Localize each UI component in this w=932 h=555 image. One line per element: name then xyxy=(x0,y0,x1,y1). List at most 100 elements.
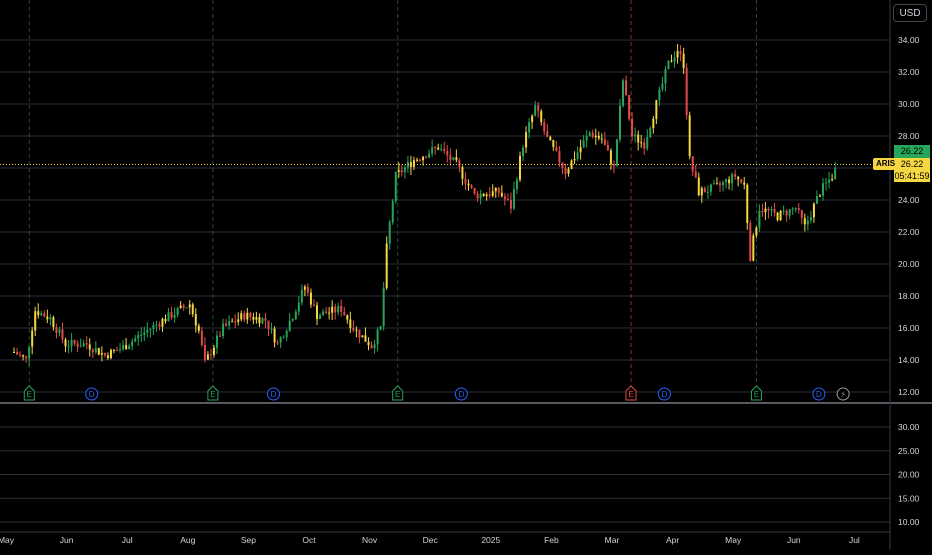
candle-body xyxy=(100,352,103,355)
candle-body xyxy=(328,312,331,314)
candle-body xyxy=(261,318,264,324)
symbol-price-countdown-badge: 26.22 05:41:59 xyxy=(894,158,930,182)
earnings-marker-shape xyxy=(207,385,219,401)
marker-label: D xyxy=(816,390,822,399)
earnings-marker[interactable]: E xyxy=(207,385,219,401)
candle-body xyxy=(828,179,831,183)
candle-body xyxy=(191,304,194,314)
marker-circle xyxy=(85,387,99,401)
candle-body xyxy=(555,147,558,151)
candle-body xyxy=(631,118,634,137)
earnings-marker[interactable]: E xyxy=(392,385,404,401)
candle-body xyxy=(264,318,267,321)
candle-body xyxy=(300,289,303,303)
candle-body xyxy=(722,182,725,186)
candle-body xyxy=(367,341,370,346)
countdown-label: 05:41:59 xyxy=(894,171,930,181)
candle-body xyxy=(461,167,464,179)
earnings-marker[interactable]: E xyxy=(23,385,35,401)
candle-body xyxy=(818,195,821,197)
price-tick-label: 18.00 xyxy=(898,291,920,301)
candle-body xyxy=(131,341,134,346)
candles-group xyxy=(13,43,837,366)
candle-body xyxy=(646,136,649,149)
candle-body xyxy=(234,321,237,323)
price-tick-label: 30.00 xyxy=(898,99,920,109)
marker-circle xyxy=(657,387,671,401)
candle-body xyxy=(106,355,109,359)
candle-body xyxy=(564,167,567,174)
candle-body xyxy=(243,313,246,320)
symbol-tag: ARIS xyxy=(873,158,899,170)
dividend-marker[interactable]: D xyxy=(85,387,99,401)
candle-body xyxy=(397,170,400,172)
earnings-marker[interactable]: E xyxy=(750,385,762,401)
candle-body xyxy=(37,311,40,316)
dividend-marker[interactable]: D xyxy=(812,387,826,401)
candle-body xyxy=(200,330,203,345)
time-tick-label: Aug xyxy=(180,535,195,545)
candle-body xyxy=(203,344,206,360)
earnings-marker[interactable]: E xyxy=(625,385,637,401)
dividend-marker[interactable]: D xyxy=(657,387,671,401)
candle-body xyxy=(28,346,31,359)
candle-body xyxy=(700,188,703,196)
candle-body xyxy=(661,83,664,90)
candle-body xyxy=(355,329,358,331)
candle-body xyxy=(612,164,615,166)
currency-button[interactable]: USD xyxy=(893,4,927,22)
candle-body xyxy=(522,147,525,157)
split-marker[interactable]: ⚡ xyxy=(836,387,850,401)
candle-body xyxy=(776,212,779,221)
dividend-marker[interactable]: D xyxy=(266,387,280,401)
candle-body xyxy=(179,305,182,309)
candle-body xyxy=(31,330,34,347)
candle-body xyxy=(312,304,315,306)
candle-body xyxy=(282,337,285,339)
candle-body xyxy=(164,318,167,322)
candle-body xyxy=(49,317,52,320)
candle-body xyxy=(194,313,197,326)
candle-body xyxy=(582,140,585,148)
candle-body xyxy=(170,312,173,318)
candle-body xyxy=(794,208,797,210)
candle-body xyxy=(58,329,61,333)
candle-body xyxy=(597,135,600,139)
candle-body xyxy=(603,139,606,146)
candle-body xyxy=(476,193,479,199)
marker-circle xyxy=(266,387,280,401)
candle-body xyxy=(800,209,803,218)
candle-body xyxy=(415,159,418,161)
candle-body xyxy=(494,187,497,192)
candle-body xyxy=(718,183,721,186)
candle-body xyxy=(400,170,403,173)
candle-body xyxy=(712,183,715,185)
volume-tick-label: 25.00 xyxy=(898,446,920,456)
candle-body xyxy=(91,349,94,353)
candle-body xyxy=(525,132,528,148)
candle-body xyxy=(403,167,406,173)
candle-body xyxy=(485,194,488,196)
dividend-marker[interactable]: D xyxy=(454,387,468,401)
candle-body xyxy=(746,184,749,223)
candle-body xyxy=(728,179,731,184)
candle-body xyxy=(531,115,534,123)
candle-body xyxy=(25,356,28,359)
candle-body xyxy=(409,162,412,168)
candle-body xyxy=(152,324,155,329)
time-tick-label: Feb xyxy=(544,535,559,545)
candle-body xyxy=(479,193,482,199)
candle-body xyxy=(376,329,379,345)
time-tick-label: May xyxy=(725,535,742,545)
candle-body xyxy=(143,332,146,335)
marker-label: E xyxy=(754,390,759,399)
candle-body xyxy=(779,211,782,221)
candle-body xyxy=(325,311,328,314)
candle-body xyxy=(752,235,755,261)
candle-body xyxy=(16,352,19,355)
marker-label: E xyxy=(628,390,633,399)
candle-body xyxy=(688,115,691,157)
volume-tick-label: 10.00 xyxy=(898,517,920,527)
